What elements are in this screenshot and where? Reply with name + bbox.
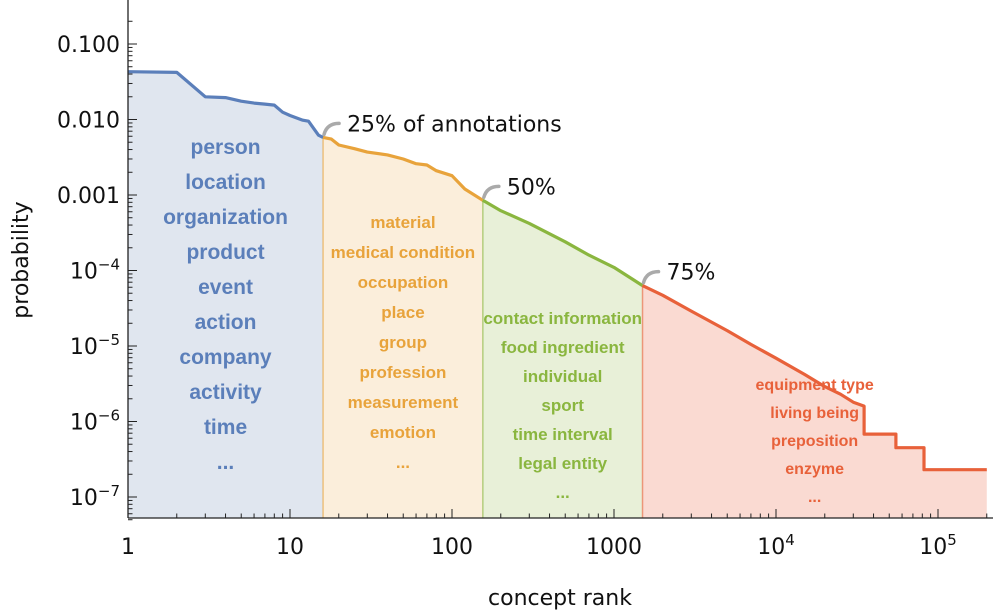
probability-curves [127, 70, 987, 472]
concept-label: action [195, 311, 257, 334]
concept-label: organization [163, 206, 288, 229]
y-tick-label: 10−7 [70, 482, 120, 511]
segment-fill-2 [323, 137, 483, 518]
annotation-label: 25% of annotations [347, 112, 562, 137]
concept-label: equipment type [756, 377, 874, 394]
concept-label: profession [359, 363, 446, 382]
axes: 0.100 0.010 0.001 10−4 10−5 10−6 10−71 10 100 100… [57, 0, 993, 560]
y-tick-label: 0.100 [57, 33, 120, 58]
annotation-leader [482, 184, 501, 200]
x-axis-title: concept rank [488, 586, 632, 611]
concept-label: medical condition [331, 243, 476, 262]
x-tick-label: 104 [757, 531, 795, 560]
y-tick-label: 0.001 [57, 184, 120, 209]
x-tick-label: 100 [431, 535, 473, 560]
annotations: 25% of annotations 50% 75% [322, 112, 716, 286]
annotation-leader [322, 121, 341, 137]
y-tick-label: 10−6 [70, 407, 120, 436]
curve-segment-3 [481, 198, 644, 287]
concept-label: preposition [771, 433, 858, 450]
segment-fills [128, 71, 987, 519]
concept-label: contact information [483, 309, 642, 328]
concept-label: enzyme [785, 461, 844, 478]
concept-label: person [191, 136, 261, 159]
concept-label: ... [217, 451, 235, 474]
concept-label: ... [808, 489, 821, 506]
concept-label: company [179, 346, 272, 369]
concept-label: ... [396, 453, 410, 472]
concept-label: ... [556, 483, 570, 502]
y-tick-label: 10−4 [70, 256, 120, 285]
segment-fill-4 [642, 285, 987, 518]
concept-label: sport [541, 396, 584, 415]
concept-label: group [379, 333, 427, 352]
curve-segment-4 [641, 284, 987, 472]
concept-label: legal entity [518, 454, 607, 473]
segment-fill-1 [128, 71, 324, 518]
annotation-label: 75% [667, 261, 716, 286]
x-tick-label: 105 [919, 531, 957, 560]
concept-label: time interval [513, 425, 613, 444]
concept-label: measurement [348, 393, 459, 412]
curve-segment-2 [322, 135, 484, 202]
concept-labels: person location organization product event ac… [163, 136, 874, 506]
concept-label: activity [189, 381, 262, 404]
concept-label: event [198, 276, 253, 299]
annotation-label: 50% [507, 175, 556, 200]
segment-fill-3 [482, 200, 643, 519]
y-axis-title: probability [9, 201, 34, 318]
concept-label: place [381, 303, 424, 322]
y-tick-label: 10−5 [70, 331, 120, 360]
concept-label: time [204, 416, 247, 439]
curve-segment-1 [127, 70, 324, 139]
y-tick-label: 0.010 [57, 109, 120, 134]
concept-label: food ingredient [501, 338, 625, 357]
concept-label: occupation [358, 273, 449, 292]
x-tick-label: 1 [121, 535, 135, 560]
concept-label: location [185, 171, 266, 194]
x-tick-label: 10 [276, 535, 304, 560]
concept-label: product [186, 241, 264, 264]
annotation-leader [641, 269, 661, 285]
concept-label: living being [770, 405, 859, 422]
concept-label: material [370, 213, 435, 232]
concept-label: individual [523, 367, 602, 386]
concept-label: emotion [370, 423, 436, 442]
x-tick-label: 1000 [586, 535, 642, 560]
